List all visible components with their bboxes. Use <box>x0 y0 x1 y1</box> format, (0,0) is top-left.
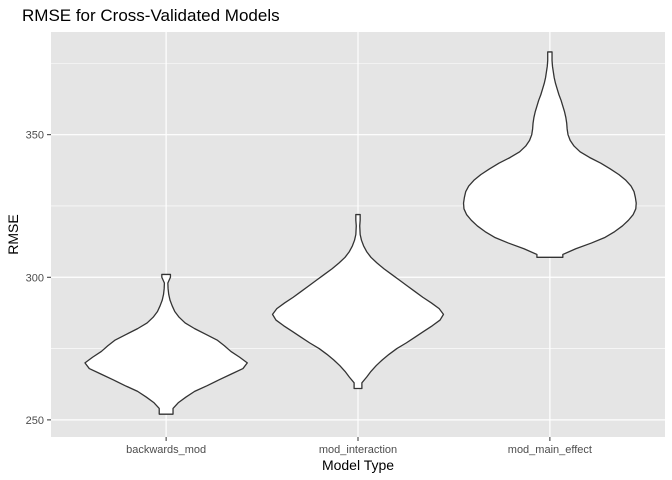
y-tick-label: 250 <box>26 415 44 427</box>
y-tick-label: 350 <box>26 130 44 142</box>
y-tick-label: 300 <box>26 272 44 284</box>
violin-backwards_mod <box>84 273 248 415</box>
violin-mod_interaction <box>271 213 445 390</box>
y-axis: 250 300 350 <box>26 130 51 427</box>
x-tick-label: mod_main_effect <box>508 444 592 456</box>
x-axis: backwards_mod mod_interaction mod_main_eff… <box>126 437 592 456</box>
violins <box>84 51 637 415</box>
x-tick-label: backwards_mod <box>126 444 206 456</box>
x-axis-title: Model Type <box>322 457 394 473</box>
chart-title: RMSE for Cross-Validated Models <box>22 6 280 25</box>
violin-mod_main_effect <box>462 51 637 258</box>
y-axis-title: RMSE <box>5 214 21 254</box>
x-tick-label: mod_interaction <box>319 444 397 456</box>
